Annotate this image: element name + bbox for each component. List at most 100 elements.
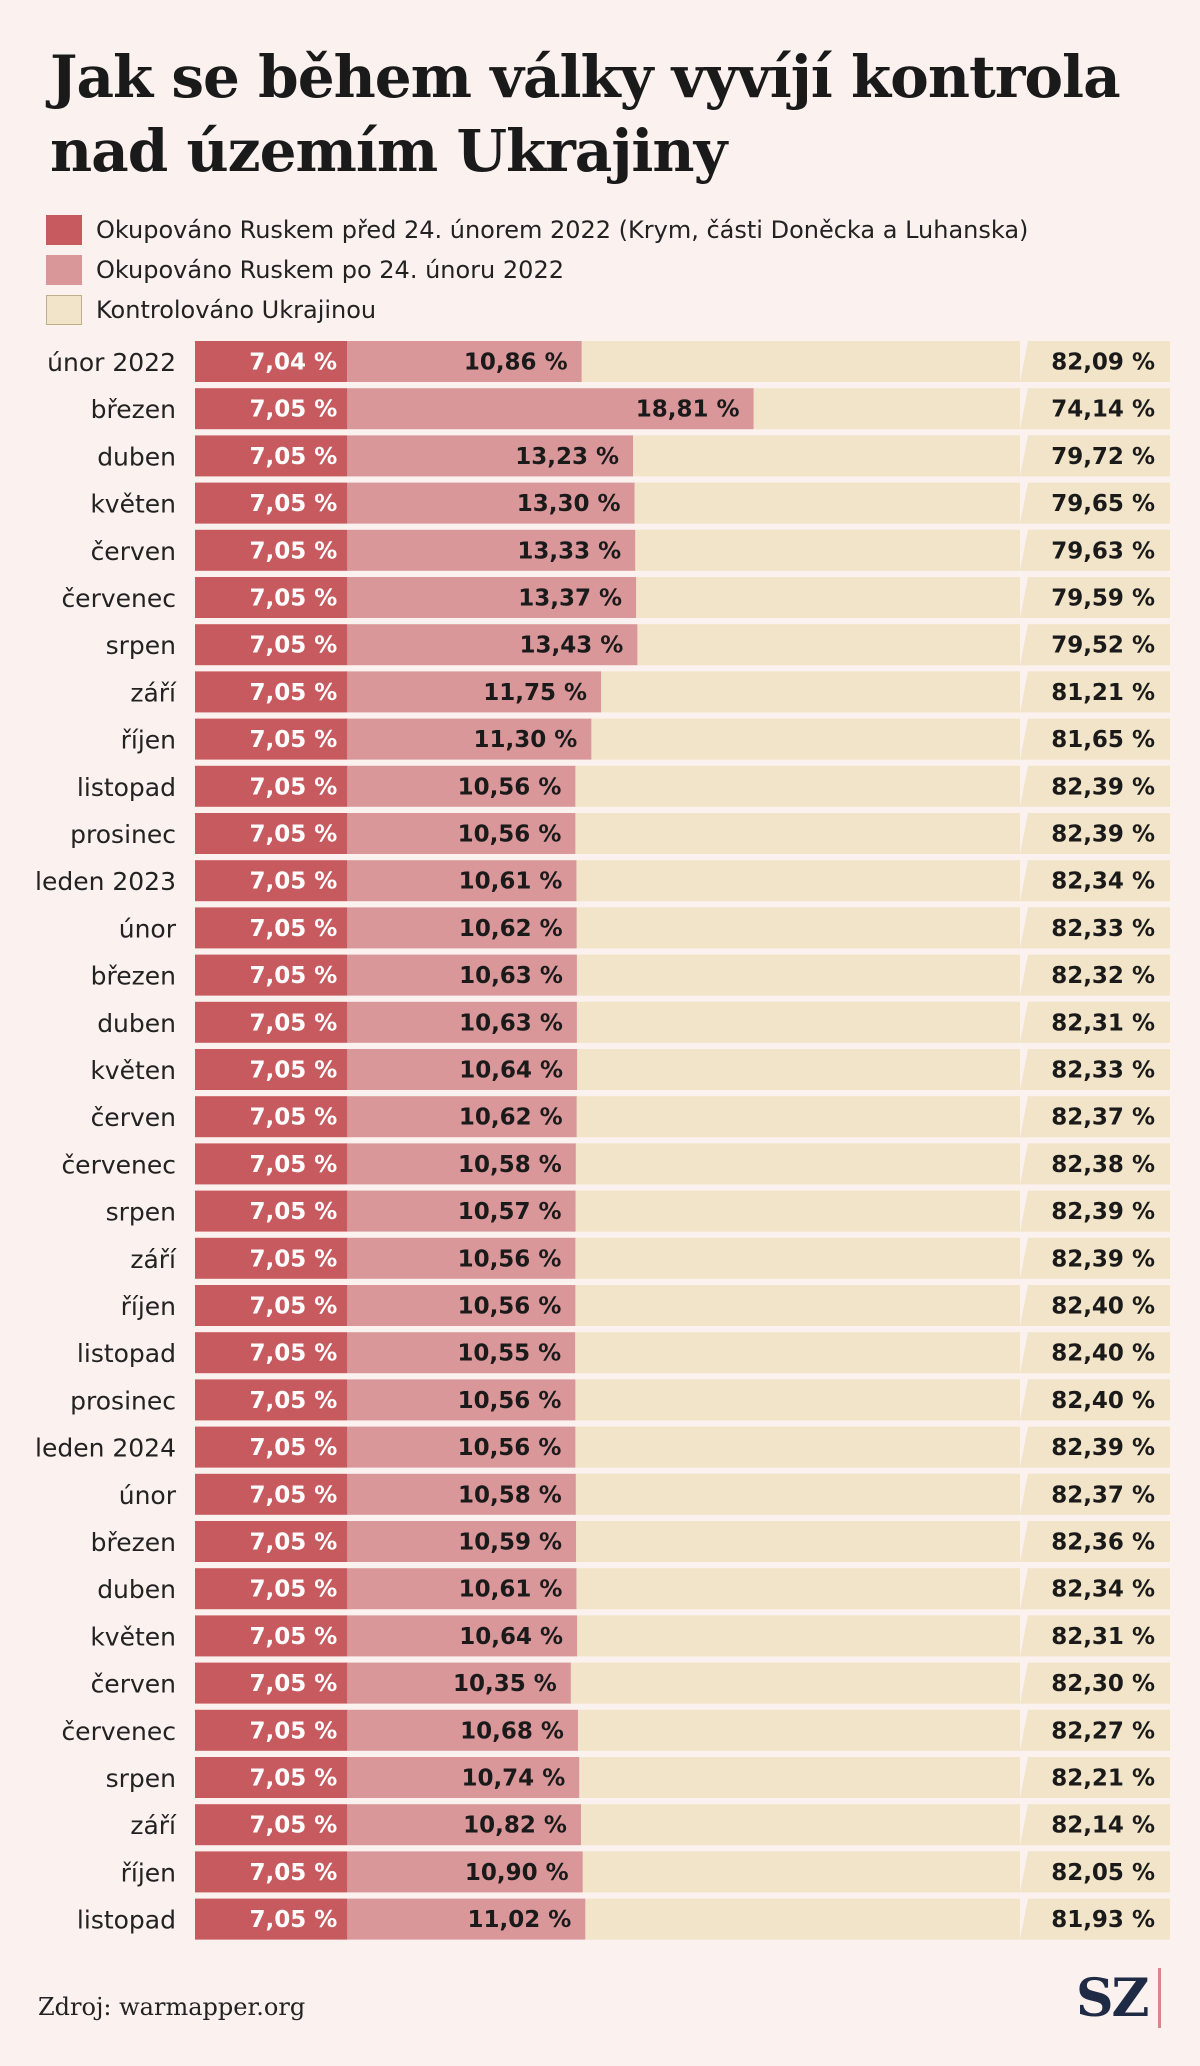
data-label-ukraine: 82,21 % [1051, 1766, 1155, 1792]
publisher-logo: SZ [1076, 1968, 1150, 2029]
bar-segment-pre2022 [195, 1804, 348, 1846]
logo-accent-bar [1158, 1968, 1161, 2028]
data-label-ukraine: 82,32 % [1051, 963, 1155, 989]
data-label-ukraine: 82,14 % [1051, 1813, 1155, 1839]
data-label-ukraine: 79,72 % [1051, 444, 1155, 470]
bar-segment-ukraine-end [1020, 577, 1170, 618]
bar-segment-ukraine [634, 482, 1020, 524]
bar-segment-ukraine [575, 765, 1020, 807]
bar-segment-pre2022 [195, 1662, 348, 1704]
bar-segment-ukraine-end [1020, 1757, 1170, 1798]
category-label: srpen [106, 1764, 176, 1793]
bar-segment-pre2022 [195, 482, 348, 524]
category-label: listopad [77, 1339, 176, 1368]
bar-segment-post2022 [347, 1709, 578, 1751]
bar-segment-post2022 [347, 718, 592, 760]
bar-segment-ukraine-end [1020, 1285, 1170, 1326]
bar-segment-ukraine [591, 718, 1020, 760]
data-label-post2022: 10,86 % [464, 350, 568, 376]
category-label: únor [119, 1481, 177, 1510]
data-label-post2022: 10,63 % [459, 1010, 563, 1036]
bar-segment-post2022 [347, 624, 638, 666]
data-label-post2022: 10,64 % [459, 1624, 563, 1650]
data-label-post2022: 10,59 % [458, 1530, 562, 1556]
bar-segment-ukraine [576, 860, 1020, 902]
data-label-pre2022: 7,05 % [249, 538, 337, 564]
bar-segment-ukraine [637, 624, 1020, 666]
bar-segment-post2022 [347, 529, 636, 571]
bar-segment-post2022 [347, 1379, 576, 1421]
bar-segment-pre2022 [195, 860, 348, 902]
bar-segment-pre2022 [195, 1001, 348, 1043]
data-label-pre2022: 7,05 % [249, 1530, 337, 1556]
data-label-ukraine: 82,38 % [1051, 1152, 1155, 1178]
bar-segment-pre2022 [195, 1190, 348, 1232]
bar-segment-post2022 [347, 1615, 578, 1657]
bar-segment-post2022 [347, 1568, 577, 1610]
data-label-pre2022: 7,05 % [249, 1010, 337, 1036]
bar-segment-ukraine [576, 1096, 1020, 1138]
bar-segment-post2022 [347, 1143, 576, 1185]
bar-segment-post2022 [347, 1473, 576, 1515]
bar-segment-ukraine-end [1020, 1473, 1170, 1515]
data-label-post2022: 11,02 % [467, 1907, 571, 1933]
category-label: listopad [77, 1906, 176, 1935]
bar-segment-pre2022 [195, 1143, 348, 1185]
data-label-post2022: 10,56 % [458, 1294, 562, 1320]
bar-segment-ukraine [575, 1332, 1020, 1374]
bar-segment-ukraine [575, 1237, 1020, 1279]
bar-segment-ukraine [753, 388, 1020, 430]
data-label-post2022: 10,61 % [459, 869, 563, 895]
data-label-ukraine: 82,33 % [1051, 916, 1155, 942]
data-label-pre2022: 7,05 % [249, 1341, 337, 1367]
legend-swatch-post2022 [46, 255, 82, 285]
bar-segment-post2022 [347, 1521, 577, 1562]
bar-segment-post2022 [347, 907, 577, 949]
data-label-pre2022: 7,05 % [249, 963, 337, 989]
data-label-post2022: 10,58 % [458, 1482, 562, 1508]
category-label: březen [91, 962, 176, 991]
data-label-pre2022: 7,05 % [249, 1718, 337, 1744]
bar-segment-pre2022 [195, 341, 348, 382]
bar-segment-pre2022 [195, 1285, 348, 1326]
bar-segment-post2022 [347, 1332, 576, 1374]
bar-segment-pre2022 [195, 907, 348, 949]
data-label-post2022: 18,81 % [636, 397, 740, 423]
data-label-ukraine: 82,39 % [1051, 1435, 1155, 1461]
data-label-pre2022: 7,05 % [249, 1482, 337, 1508]
bar-segment-ukraine [570, 1662, 1020, 1704]
bar-segment-ukraine-end [1020, 1662, 1170, 1704]
data-label-ukraine: 82,39 % [1051, 1199, 1155, 1225]
data-label-pre2022: 7,05 % [249, 1058, 337, 1084]
category-label: říjen [121, 1292, 176, 1321]
bar-segment-pre2022 [195, 435, 348, 477]
bar-segment-ukraine [575, 813, 1020, 854]
bar-segment-ukraine-end [1020, 1426, 1170, 1468]
bar-segment-pre2022 [195, 1757, 348, 1798]
data-label-ukraine: 82,40 % [1051, 1294, 1155, 1320]
data-label-post2022: 10,57 % [458, 1199, 562, 1225]
bar-segment-pre2022 [195, 1426, 348, 1468]
bar-segment-pre2022 [195, 1379, 348, 1421]
bar-segment-ukraine [601, 671, 1020, 713]
bar-segment-ukraine [577, 1049, 1020, 1090]
data-label-ukraine: 81,93 % [1051, 1907, 1155, 1933]
bar-segment-ukraine [582, 1851, 1020, 1893]
category-label: únor 2022 [47, 348, 176, 377]
category-label: červenec [61, 584, 176, 613]
category-label: září [130, 1811, 177, 1840]
bar-segment-post2022 [347, 482, 635, 524]
bar-segment-ukraine-end [1020, 1709, 1170, 1751]
bar-segment-ukraine-end [1020, 1001, 1170, 1043]
category-label: březen [91, 1528, 176, 1557]
category-label: duben [97, 1575, 176, 1604]
bar-segment-ukraine-end [1020, 813, 1170, 854]
bar-segment-pre2022 [195, 1332, 348, 1374]
bar-segment-ukraine [575, 1143, 1020, 1185]
category-label: leden 2024 [35, 1434, 176, 1463]
legend-label-ukraine: Kontrolováno Ukrajinou [96, 296, 377, 324]
data-label-pre2022: 7,05 % [249, 1907, 337, 1933]
bar-segment-ukraine [577, 1615, 1020, 1657]
bar-segment-ukraine-end [1020, 1049, 1170, 1090]
